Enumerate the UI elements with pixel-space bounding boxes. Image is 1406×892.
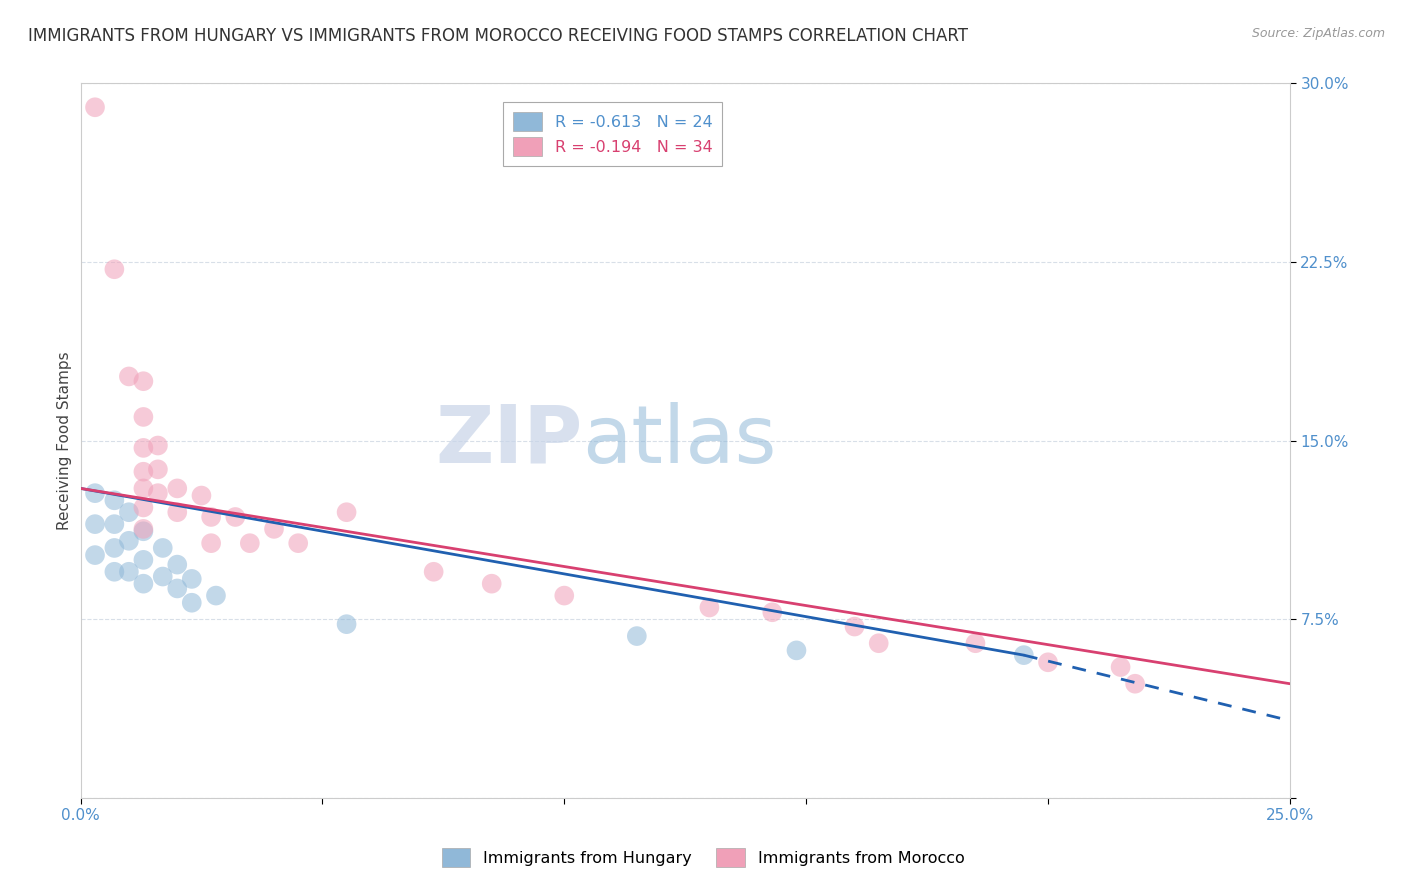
Point <box>118 533 141 548</box>
Point <box>84 548 107 562</box>
Point <box>132 482 155 496</box>
Point <box>84 517 107 532</box>
Point <box>336 505 359 519</box>
Point <box>84 100 107 114</box>
Point <box>118 565 141 579</box>
Point <box>166 482 188 496</box>
Point <box>336 617 359 632</box>
Point <box>103 565 125 579</box>
Y-axis label: Receiving Food Stamps: Receiving Food Stamps <box>58 351 72 530</box>
Legend: Immigrants from Hungary, Immigrants from Morocco: Immigrants from Hungary, Immigrants from… <box>434 839 972 875</box>
Point <box>263 522 285 536</box>
Point <box>132 500 155 515</box>
Point <box>699 600 721 615</box>
Point <box>1012 648 1035 662</box>
Point <box>166 558 188 572</box>
Point <box>103 541 125 555</box>
Point <box>118 505 141 519</box>
Point <box>180 596 202 610</box>
Point <box>132 441 155 455</box>
Point <box>844 619 866 633</box>
Point <box>626 629 648 643</box>
Point <box>132 522 155 536</box>
Point <box>965 636 987 650</box>
Point <box>146 486 169 500</box>
Point <box>1036 655 1059 669</box>
Point <box>132 409 155 424</box>
Point <box>761 605 783 619</box>
Point <box>132 465 155 479</box>
Point <box>132 524 155 539</box>
Point <box>166 505 188 519</box>
Point <box>146 438 169 452</box>
Point <box>103 262 125 277</box>
Text: Source: ZipAtlas.com: Source: ZipAtlas.com <box>1251 27 1385 40</box>
Point <box>103 493 125 508</box>
Text: IMMIGRANTS FROM HUNGARY VS IMMIGRANTS FROM MOROCCO RECEIVING FOOD STAMPS CORRELA: IMMIGRANTS FROM HUNGARY VS IMMIGRANTS FR… <box>28 27 969 45</box>
Point <box>422 565 444 579</box>
Point <box>1109 660 1132 674</box>
Point <box>180 572 202 586</box>
Text: ZIP: ZIP <box>436 401 582 480</box>
Point <box>152 541 174 555</box>
Legend: R = -0.613   N = 24, R = -0.194   N = 34: R = -0.613 N = 24, R = -0.194 N = 34 <box>503 103 721 166</box>
Point <box>146 462 169 476</box>
Point <box>103 517 125 532</box>
Point <box>224 510 246 524</box>
Point <box>200 536 222 550</box>
Text: atlas: atlas <box>582 401 776 480</box>
Point <box>132 374 155 388</box>
Point <box>239 536 262 550</box>
Point <box>152 569 174 583</box>
Point <box>190 489 212 503</box>
Point <box>868 636 890 650</box>
Point <box>132 576 155 591</box>
Point <box>166 582 188 596</box>
Point <box>118 369 141 384</box>
Point <box>1123 677 1146 691</box>
Point <box>200 510 222 524</box>
Point <box>481 576 503 591</box>
Point <box>785 643 807 657</box>
Point <box>205 589 228 603</box>
Point <box>132 553 155 567</box>
Point <box>287 536 309 550</box>
Point <box>84 486 107 500</box>
Point <box>553 589 575 603</box>
